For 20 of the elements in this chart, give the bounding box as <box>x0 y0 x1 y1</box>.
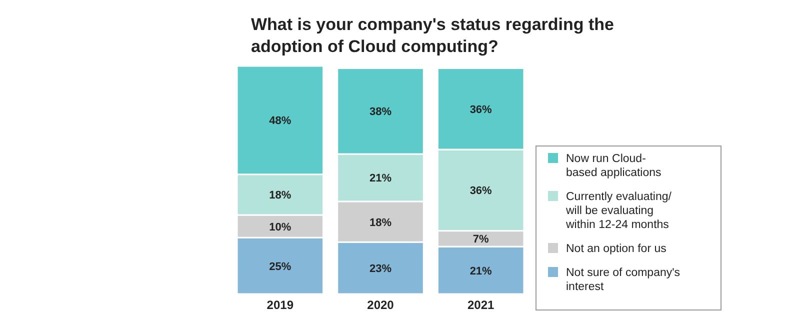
data-label: 38% <box>369 106 392 118</box>
data-label: 25% <box>269 260 292 273</box>
x-tick-label: 2020 <box>367 298 394 312</box>
data-label: 7% <box>472 234 490 246</box>
x-tick-label: 2019 <box>266 298 294 312</box>
data-label: 23% <box>369 263 392 276</box>
data-label: 18% <box>369 216 392 229</box>
data-label: 18% <box>269 190 292 202</box>
text: Now run Cloud-based applications <box>566 153 662 179</box>
data-label: 36% <box>470 185 492 198</box>
x-tick-label: 2021 <box>467 298 495 312</box>
legend-label: Not an option for us <box>566 243 667 255</box>
data-label: 36% <box>470 104 492 116</box>
data-label: 10% <box>269 221 292 234</box>
data-label: 21% <box>369 172 392 185</box>
legend-label: Currently evaluating/ will be evaluating within 12-24 months <box>565 191 672 231</box>
legend-label: Not sure of company's interest <box>566 267 680 293</box>
data-label: 21% <box>470 265 492 278</box>
data-label: 48% <box>269 115 292 128</box>
chart-title: What is your company's status regarding the adoption of Cloud computing? <box>251 15 614 56</box>
